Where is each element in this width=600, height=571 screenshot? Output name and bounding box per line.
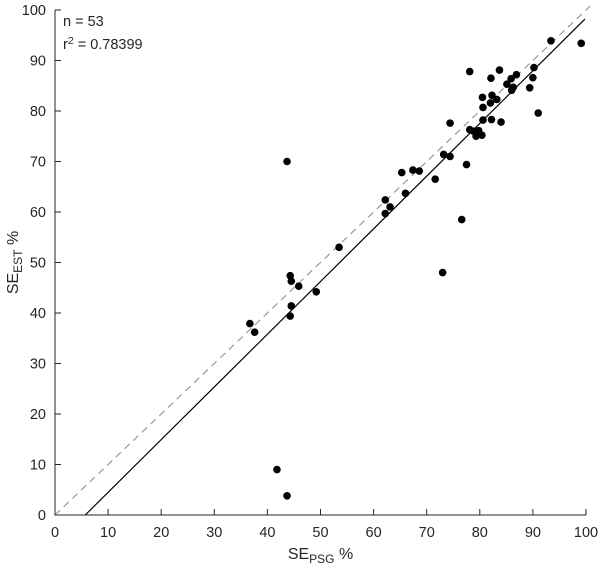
- scatter-point: [486, 99, 495, 107]
- x-axis-label: SEPSG %: [288, 546, 353, 566]
- x-label-subscript: PSG: [309, 552, 334, 566]
- x-tick-label: 100: [574, 525, 598, 541]
- x-tick-label: 80: [472, 525, 488, 541]
- scatter-point: [492, 95, 501, 104]
- scatter-point: [497, 118, 505, 126]
- y-label-prefix: SE: [5, 273, 22, 294]
- scatter-point: [439, 150, 448, 159]
- x-tick-label: 0: [51, 525, 59, 541]
- scatter-point: [381, 196, 390, 204]
- y-tick-label: 0: [38, 508, 46, 524]
- x-label-prefix: SE: [288, 546, 309, 563]
- y-tick-label: 70: [30, 155, 46, 171]
- scatter-point: [457, 215, 466, 224]
- scatter-point: [478, 93, 487, 102]
- scatter-point: [530, 63, 538, 72]
- scatter-point: [283, 492, 291, 500]
- scatter-point: [487, 74, 495, 82]
- scatter-point: [294, 282, 303, 291]
- y-label-subscript: EST: [11, 249, 25, 273]
- scatter-point: [503, 80, 511, 89]
- scatter-point: [401, 189, 410, 198]
- scatter-point: [525, 83, 534, 92]
- scatter-point: [446, 152, 454, 161]
- x-tick-label: 40: [259, 525, 275, 541]
- y-tick-label: 40: [30, 306, 46, 322]
- scatter-point: [512, 70, 521, 79]
- scatter-point: [438, 268, 447, 277]
- scatter-point: [534, 109, 543, 117]
- scatter-point: [529, 73, 537, 82]
- scatter-point: [495, 66, 504, 74]
- y-tick-label: 30: [30, 357, 46, 373]
- scatter-point: [431, 175, 439, 183]
- y-tick-label: 10: [30, 458, 46, 474]
- x-tick-label: 50: [312, 525, 328, 541]
- x-label-suffix: %: [335, 546, 354, 563]
- annotation-n: n = 53: [63, 14, 104, 30]
- scatter-point: [547, 37, 555, 45]
- scatter-point: [479, 116, 487, 124]
- y-tick-label: 80: [30, 104, 46, 120]
- scatter-point: [462, 160, 471, 169]
- x-tick-label: 70: [419, 525, 435, 541]
- r2-rest: = 0.78399: [74, 37, 143, 53]
- scatter-point: [487, 115, 496, 124]
- scatter-point: [286, 312, 295, 320]
- y-tick-label: 60: [30, 205, 46, 221]
- scatter-point: [287, 302, 296, 310]
- x-tick-label: 90: [525, 525, 541, 541]
- scatter-point: [415, 167, 424, 175]
- scatter-point: [507, 74, 515, 83]
- scatter-point: [287, 277, 296, 285]
- scatter-point: [577, 39, 586, 48]
- y-tick-label: 20: [30, 407, 46, 423]
- scatter-point: [273, 465, 281, 474]
- annotation-r2: r2 = 0.78399: [63, 35, 143, 53]
- scatter-point: [446, 119, 454, 127]
- scatter-point: [381, 209, 390, 218]
- y-tick-label: 90: [30, 54, 46, 70]
- scatter-point: [335, 243, 343, 252]
- regression-line: [84, 18, 586, 516]
- scatter-point: [472, 132, 480, 141]
- scatter-point: [465, 67, 474, 76]
- r2-base: r: [63, 37, 68, 53]
- scatter-point: [283, 157, 291, 166]
- x-tick-label: 60: [366, 525, 382, 541]
- x-tick-label: 30: [206, 525, 222, 541]
- scatter-point: [397, 168, 406, 177]
- x-tick-label: 20: [153, 525, 169, 541]
- scatter-point: [386, 203, 394, 211]
- x-tick-label: 10: [100, 525, 116, 541]
- scatter-point: [312, 287, 321, 296]
- scatter-point: [246, 319, 254, 328]
- r2-superscript: 2: [68, 35, 74, 47]
- scatter-point: [478, 131, 486, 140]
- scatter-point: [479, 103, 487, 112]
- y-tick-label: 100: [22, 3, 46, 19]
- scatter-point: [250, 328, 259, 336]
- identity-line: [54, 5, 591, 516]
- scatter-point: [509, 83, 518, 92]
- y-label-suffix: %: [5, 231, 22, 250]
- y-tick-label: 50: [30, 256, 46, 272]
- y-axis-label: SEEST %: [5, 231, 25, 294]
- scatter-point: [409, 166, 417, 174]
